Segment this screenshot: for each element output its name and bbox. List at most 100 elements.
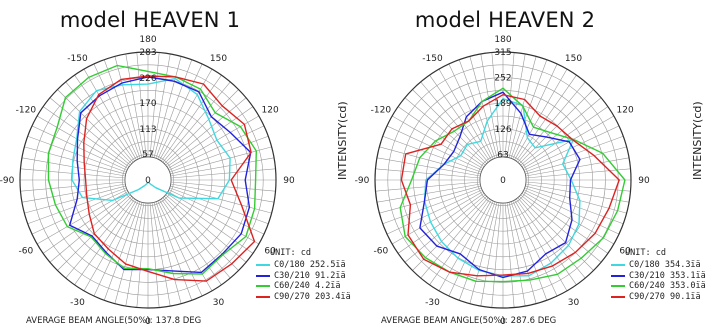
angle-tick-label: 150 [210,54,227,64]
beam-angle-readout: AVERAGE BEAM ANGLE(50%): 137.8 DEG [26,316,201,326]
grid-spoke [149,52,160,158]
series-line [47,64,257,275]
center-hub [479,156,527,204]
grid-spoke [31,125,128,171]
radial-tick-label: 315 [494,48,511,58]
radial-tick-label: 63 [497,150,508,160]
grid-spoke [391,191,484,245]
grid-spoke [83,199,137,292]
grid-spoke [153,56,182,158]
grid-spoke [36,115,129,169]
chart-title: model HEAVEN 1 [59,8,241,32]
legend-swatch [256,274,270,277]
angle-tick-label: 0 [145,317,151,327]
grid-spoke [164,196,239,271]
grid-spoke [103,59,141,159]
legend-entry-c90: C90/270 90.1ïä [611,292,706,303]
grid-spoke [151,53,171,158]
radial-tick-label: 252 [494,74,511,84]
grid-spoke [42,192,130,254]
grid-spoke [376,157,481,177]
grid-spoke [160,198,222,286]
legend-swatch [256,285,270,288]
outer-ring [374,51,632,309]
polar-plot-area: 57 113 170 226 283 0 -150 150 -120 120 -90 90 -60 60 -… [0,35,295,327]
angle-tick-label: 30 [568,298,580,308]
legend-swatch [611,264,625,267]
grid-spoke [429,198,491,286]
grid-spoke [103,201,141,301]
grid-spoke [379,146,481,175]
grid-spoke [404,97,486,166]
grid-spoke [504,202,515,308]
legend-entry-c60: C60/240 4.2ïä [256,281,351,292]
grid-spoke [125,202,145,307]
legend-swatch [256,264,270,267]
grid-spoke [376,183,481,203]
legend-unit-label: UNIT: cd [625,248,666,258]
grid-spoke [520,194,602,263]
radial-tick-label: 113 [139,125,156,135]
grid-spoke [491,202,502,308]
grid-spoke [31,189,128,235]
grid-spoke [420,81,489,163]
grid-spoke [512,200,558,297]
angle-tick-label: -30 [425,298,440,308]
radial-tick-label: 0 [500,176,506,186]
grid-spoke [160,74,222,162]
grid-spoke [166,106,254,168]
angle-tick-label: -120 [16,106,37,116]
legend: UNIT: cd C0/180 354.3ïä C30/210 353.1ïä … [611,248,706,302]
grid-spoke [157,63,203,160]
angle-tick-label: 90 [283,176,295,186]
grid-spoke [114,56,143,158]
grid-spoke [125,53,145,158]
grid-spoke [525,168,631,179]
legend: UNIT: cd C0/180 252.5ïä C30/210 91.2ïä C… [256,248,351,302]
beam-angle-readout: AVERAGE BEAM ANGLE(50%): 287.6 DEG [381,316,556,326]
grid-spoke [448,200,494,297]
radial-tick-label: 57 [142,150,153,160]
grid-spoke [469,56,498,158]
grid-spoke [525,185,627,214]
grid-spoke [27,187,127,225]
grid-spoke [514,68,568,161]
grid-spoke [522,191,615,245]
beam-angle-value: 287.6 DEG [510,316,557,326]
angle-tick-label: -30 [70,298,85,308]
grid-spoke [155,201,193,301]
legend-series-name: C60/240 [629,281,665,292]
grid-spoke [57,89,132,164]
grid-spoke [491,52,502,158]
grid-spoke [83,68,137,161]
radial-tick-label: 126 [494,125,511,135]
grid-spoke [170,168,276,179]
legend-swatch [611,274,625,277]
grid-spoke [167,191,260,245]
grid-spoke [515,198,577,286]
grid-spoke [165,194,247,263]
legend-series-value: 354.3ïä [664,260,701,271]
angle-tick-label: -150 [422,54,443,64]
series-line [400,94,620,277]
legend-entry-c60: C60/240 353.0ïä [611,281,706,292]
legend-entry-c0: C0/180 252.5ïä [256,260,351,271]
grid-spoke [167,115,260,169]
grid-spoke [159,199,213,292]
legend-entry-c30: C30/210 91.2ïä [256,271,351,282]
grid-spoke [510,59,548,159]
grid-spoke [429,74,491,162]
outer-ring [19,51,277,309]
grid-spoke [412,89,487,164]
grid-spoke [375,168,481,179]
angle-tick-label: -60 [374,247,389,257]
series-line [71,77,231,202]
polar-chart-heaven-2: model HEAVEN 2 63 126 189 252 315 0 -150 150 -12… [355,0,709,331]
legend-series-value: 252.5ïä [309,260,346,271]
radial-tick-label: 226 [139,74,156,84]
angle-tick-label: 120 [262,106,279,116]
grid-spoke [510,201,548,301]
grid-spoke [24,185,126,214]
series-line [69,76,252,274]
grid-spoke [504,52,515,158]
